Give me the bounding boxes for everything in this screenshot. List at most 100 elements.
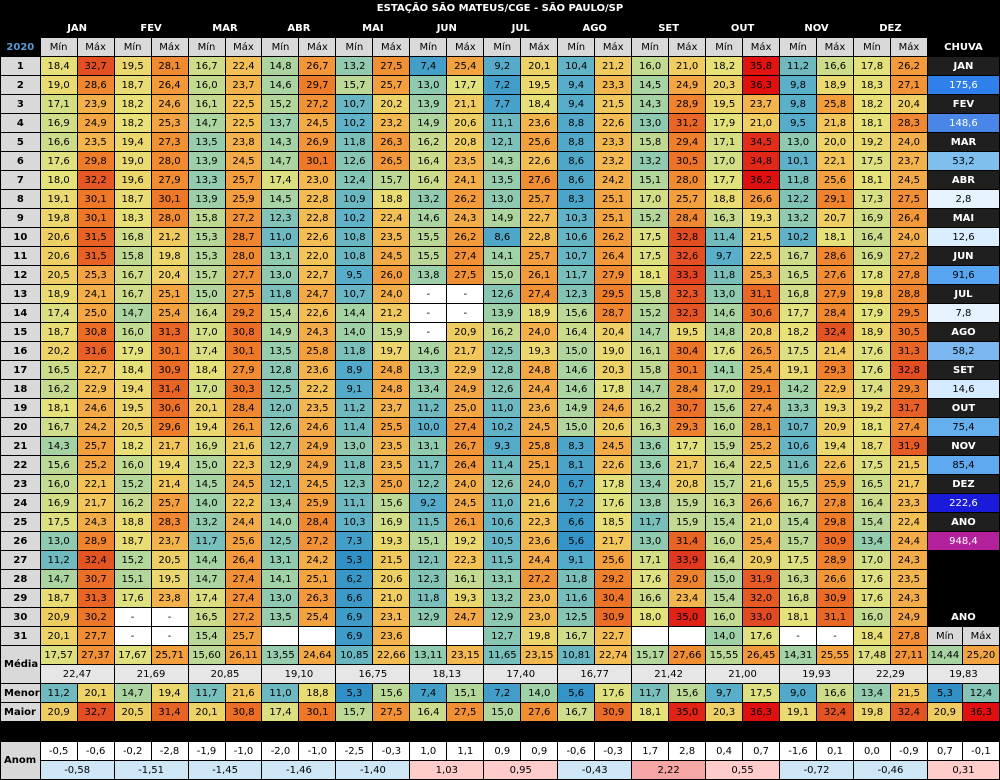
min-temp-cell: 14,1 xyxy=(261,569,300,589)
min-temp-cell: - xyxy=(779,626,817,646)
max-temp-cell: 21,6 xyxy=(742,474,781,494)
min-temp-cell: 20,5 xyxy=(113,417,152,437)
min-temp-cell: 11,0 xyxy=(483,398,522,418)
max-temp-cell: 21,1 xyxy=(446,94,485,114)
max-temp-cell: 16,9 xyxy=(372,512,411,532)
max-temp-cell: 23,6 xyxy=(520,531,559,551)
min-temp-cell: 19,8 xyxy=(39,208,78,228)
max-temp-cell: 24,8 xyxy=(372,360,411,380)
max-temp-cell: 21,7 xyxy=(594,531,633,551)
anom-cell: -0,9 xyxy=(889,741,928,761)
menor-cell: 11,7 xyxy=(631,683,670,703)
gap-cell xyxy=(557,721,596,742)
min-temp-cell: 12,0 xyxy=(261,398,300,418)
max-temp-cell: 25,6 xyxy=(816,170,854,190)
max-temp-cell: 30,5 xyxy=(889,322,928,342)
day-number: 12 xyxy=(0,265,41,285)
max-temp-cell: 24,9 xyxy=(298,455,337,475)
min-temp-cell: 17,5 xyxy=(852,455,891,475)
gap-cell xyxy=(961,721,1000,742)
max-temp-cell: 20,2 xyxy=(372,94,411,114)
max-temp-cell: 27,4 xyxy=(742,398,781,418)
anom-ano-cell: 0,7 xyxy=(926,741,963,761)
min-temp-cell: 15,3 xyxy=(187,246,226,266)
min-temp-cell: 8,8 xyxy=(557,132,596,152)
max-temp-cell: 24,5 xyxy=(520,417,559,437)
min-temp-cell: 13,2 xyxy=(631,151,670,171)
anom-avg-row: -0,58 -1,51 -1,45 -1,46 -1,40 1,03 0,95 -0,43 2,… xyxy=(1,760,1000,780)
day-row: 24 16,9 21,7 16,2 25,7 14,0 22,2 13,4 25,9 11,1 15… xyxy=(0,493,1000,513)
max-temp-cell: 33,0 xyxy=(742,607,781,627)
min-temp-cell: 18,1 xyxy=(852,417,891,437)
min-temp-cell: 10,7 xyxy=(779,417,817,437)
max-temp-cell: 27,1 xyxy=(889,75,928,95)
gap-cell xyxy=(926,721,963,742)
max-temp-cell: 27,9 xyxy=(150,170,189,190)
min-temp-cell: 17,6 xyxy=(852,588,891,608)
max-temp-cell: 24,5 xyxy=(372,246,411,266)
max-temp-cell: 20,6 xyxy=(446,113,485,133)
max-temp-cell: 24,6 xyxy=(594,398,633,418)
max-temp-cell: 24,8 xyxy=(372,379,411,399)
media-cell: 11,65 xyxy=(483,645,522,665)
max-temp-cell: 25,1 xyxy=(594,208,633,228)
min-temp-cell: 14,2 xyxy=(779,379,817,399)
min-temp-cell: 18,2 xyxy=(113,113,152,133)
max-temp-cell: 29,1 xyxy=(742,379,781,399)
max-temp-cell: 22,1 xyxy=(816,151,854,171)
min-temp-cell: 13,9 xyxy=(187,189,226,209)
min-temp-cell: 13,4 xyxy=(631,474,670,494)
day-number: 18 xyxy=(0,379,41,399)
max-temp-cell: 28,7 xyxy=(224,227,263,247)
max-temp-cell: 23,8 xyxy=(150,588,189,608)
max-temp-cell: 22,2 xyxy=(224,493,263,513)
min-temp-cell: 16,0 xyxy=(852,607,891,627)
anom-cell: -2,8 xyxy=(150,741,189,761)
max-temp-cell: 25,2 xyxy=(742,436,781,456)
day-row: 9 19,8 30,1 18,3 28,0 15,8 27,2 12,3 22,8 10,2 22,… xyxy=(0,208,1000,228)
max-temp-cell: 24,6 xyxy=(76,398,115,418)
menor-cell: 18,8 xyxy=(298,683,337,703)
max-temp-cell: 25,4 xyxy=(298,607,337,627)
maior-cell: 31,4 xyxy=(150,702,189,722)
gap-cell xyxy=(926,550,1000,570)
min-temp-cell: 20,2 xyxy=(39,341,78,361)
min-temp-cell: 17,9 xyxy=(113,341,152,361)
min-temp-cell: 13,3 xyxy=(187,170,226,190)
month-header: SET xyxy=(631,18,707,38)
min-temp-cell: 15,5 xyxy=(409,246,448,266)
max-temp-cell: 27,7 xyxy=(224,265,263,285)
max-temp-cell: 25,6 xyxy=(594,550,633,570)
max-temp-cell: 22,7 xyxy=(298,265,337,285)
media-avg-cell: 21,69 xyxy=(113,664,189,684)
max-temp-cell: 22,9 xyxy=(816,379,854,399)
min-temp-cell: 19,5 xyxy=(705,94,744,114)
min-temp-cell: 12,1 xyxy=(483,132,522,152)
max-temp-cell: 23,2 xyxy=(372,113,411,133)
min-temp-cell: 9,7 xyxy=(705,246,744,266)
max-temp-cell: 24,9 xyxy=(298,436,337,456)
max-temp-cell: 21,5 xyxy=(594,94,633,114)
max-temp-cell: 26,2 xyxy=(889,56,928,76)
day-row: 10 20,6 31,5 16,8 21,2 15,3 28,7 11,0 22,6 10,8 23… xyxy=(0,227,1000,247)
day-number: 28 xyxy=(0,569,41,589)
min-temp-cell: 12,6 xyxy=(483,379,522,399)
max-temp-cell: 27,3 xyxy=(150,132,189,152)
min-temp-cell: 8,3 xyxy=(557,189,596,209)
max-temp-cell: 22,4 xyxy=(224,56,263,76)
day-row: 8 19,1 30,1 18,7 30,1 13,9 25,9 14,5 22,8 10,9 18,… xyxy=(0,189,1000,209)
minmax-header-row: 2020 Mín Máx Mín Máx Mín Máx Mín Máx Mín Máx Mín Máx… xyxy=(0,37,1000,57)
min-temp-cell: 16,8 xyxy=(779,284,817,304)
max-temp-cell: 24,4 xyxy=(520,379,559,399)
min-temp-cell: 10,6 xyxy=(779,436,817,456)
maior-cell: 20,3 xyxy=(705,702,744,722)
max-temp-cell: 25,7 xyxy=(224,170,263,190)
max-temp-cell: 24,3 xyxy=(446,208,485,228)
min-temp-cell: 17,9 xyxy=(705,113,744,133)
min-temp-cell: 19,2 xyxy=(852,132,891,152)
min-temp-cell: 18,0 xyxy=(39,170,78,190)
max-temp-cell: 24,7 xyxy=(298,284,337,304)
max-temp-cell: 27,4 xyxy=(889,417,928,437)
min-temp-cell: 14,8 xyxy=(261,56,300,76)
menor-cell: 16,6 xyxy=(816,683,854,703)
